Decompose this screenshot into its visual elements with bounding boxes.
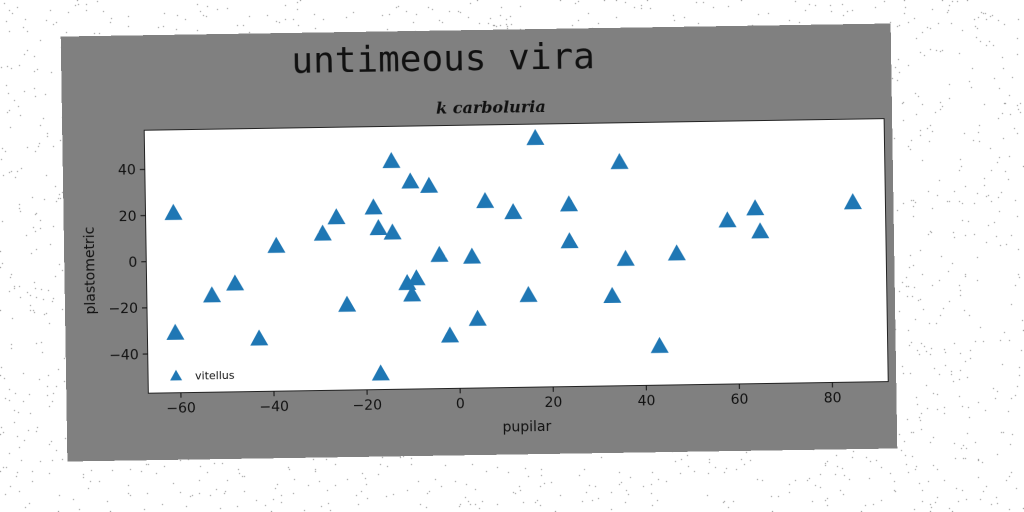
x-axis-label: pupilar [502, 419, 551, 436]
x-tick-label: 20 [544, 395, 562, 411]
x-tick-label: 40 [637, 393, 655, 409]
y-tick-label: −20 [108, 301, 138, 317]
y-tick-label: 40 [118, 163, 136, 179]
y-axis-label: plastometric [82, 227, 99, 315]
x-tick-label: 60 [731, 392, 749, 408]
chart-figure: untimeous vira k carboluria −60 −40 −20 0 20… [61, 24, 898, 462]
y-tick-label: −40 [109, 347, 139, 363]
x-tick-label: −40 [259, 399, 289, 415]
x-tick-label: 80 [824, 390, 842, 406]
x-tick-label: 0 [456, 396, 465, 412]
y-tick-label: 0 [128, 255, 137, 271]
x-tick-label: −60 [166, 400, 196, 416]
y-tick-label: 20 [119, 209, 137, 225]
chart-title: untimeous vira [291, 36, 595, 82]
plot-area [144, 119, 888, 394]
figure: untimeous vira k carboluria −60 −40 −20 0 20… [61, 24, 898, 462]
x-tick-label: −20 [352, 398, 382, 414]
chart-subtitle: k carboluria [436, 97, 546, 118]
legend-label: vitellus [195, 369, 235, 383]
